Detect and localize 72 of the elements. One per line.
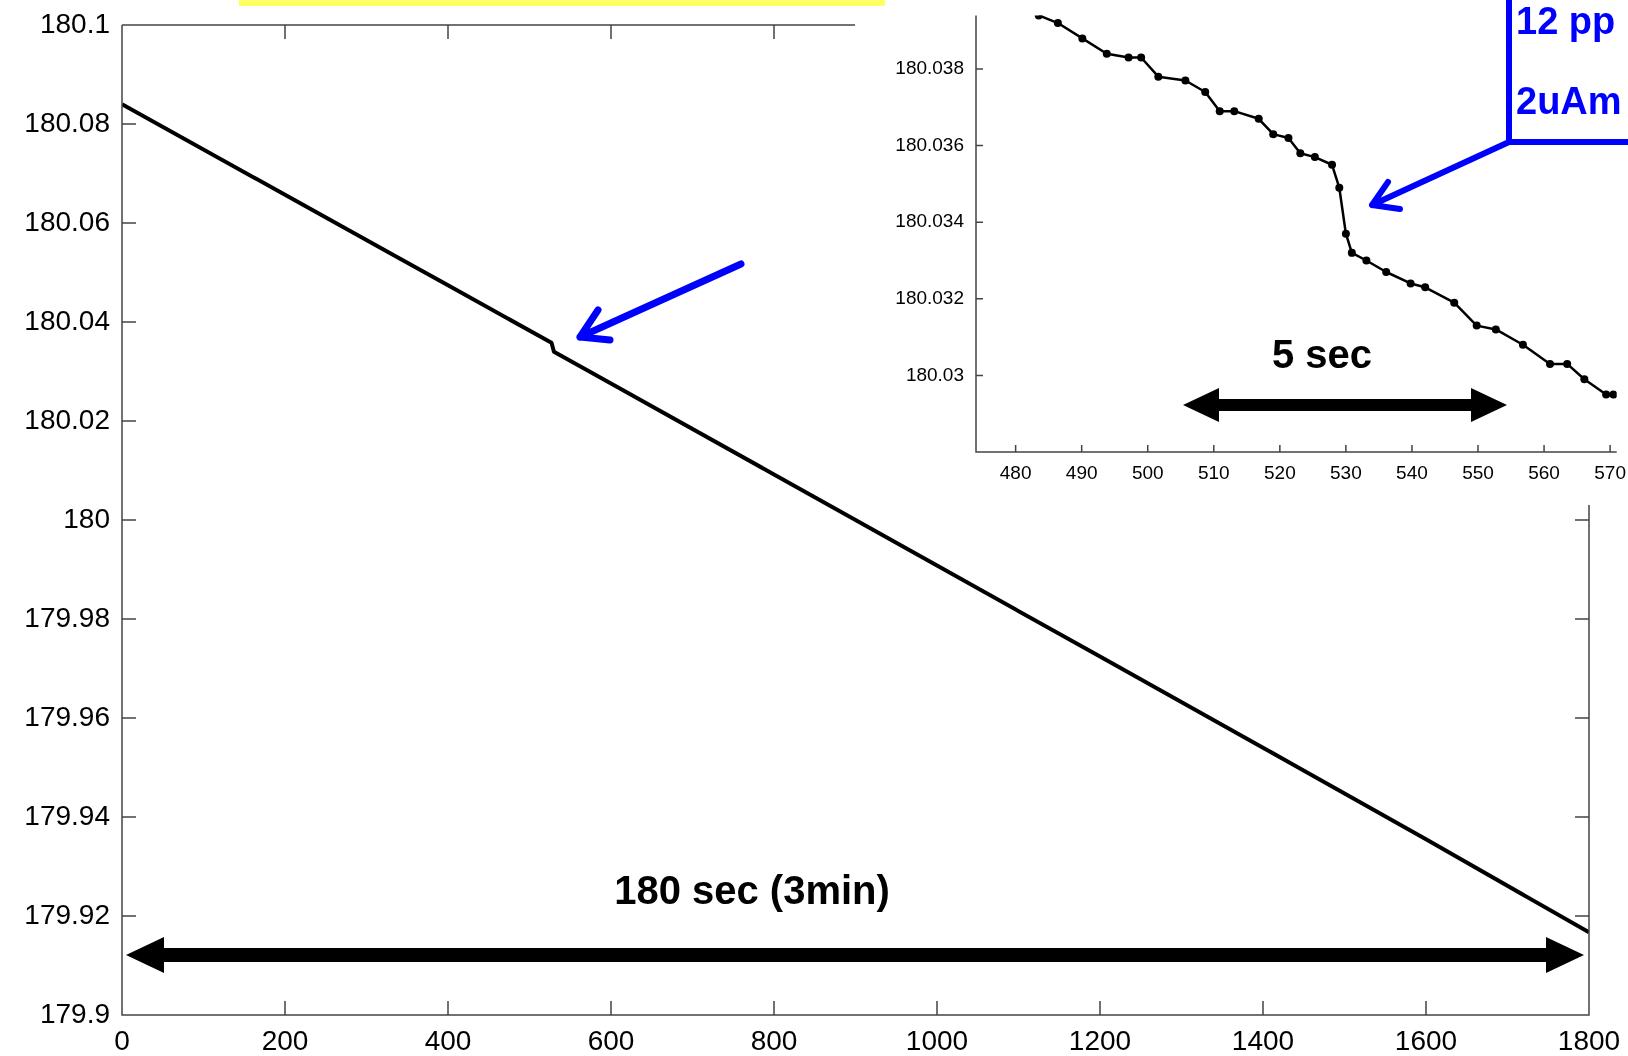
point: [1102, 49, 1111, 58]
point: [1269, 130, 1278, 139]
point: [1124, 53, 1133, 62]
x-tick-label: 1400: [1231, 1024, 1295, 1056]
point: [1518, 340, 1527, 349]
x-tick-label: 400: [424, 1024, 472, 1056]
annotation: 180 sec (3min): [614, 868, 890, 913]
point: [1406, 279, 1415, 288]
x-tick-label: 500: [1131, 461, 1164, 483]
x-tick-label: 200: [261, 1024, 309, 1056]
point: [1137, 53, 1146, 62]
point: [1053, 19, 1062, 28]
point: [1296, 149, 1305, 158]
x-tick-label: 800: [750, 1024, 798, 1056]
point: [1602, 390, 1611, 399]
x-tick-label: 560: [1528, 461, 1560, 483]
y-tick-label: 180.038: [895, 57, 964, 79]
x-tick-label: 1200: [1068, 1024, 1132, 1056]
point: [1362, 256, 1371, 265]
x-tick-label: 0: [114, 1024, 130, 1056]
point: [1254, 114, 1263, 123]
x-tick-label: 1800: [1557, 1024, 1621, 1056]
point: [1580, 375, 1589, 384]
point: [1328, 160, 1337, 169]
y-tick-label: 179.92: [24, 898, 110, 930]
point: [1215, 107, 1224, 116]
annotation: 5 sec: [1271, 332, 1373, 377]
x-tick-label: 480: [999, 461, 1032, 483]
y-tick-label: 180.034: [895, 210, 965, 232]
point: [1284, 133, 1293, 142]
point: [1609, 390, 1617, 399]
annotation: 12 pp: [1516, 0, 1616, 43]
point: [1154, 72, 1163, 81]
point: [1230, 107, 1239, 116]
y-tick-label: 180.04: [24, 304, 110, 336]
annotation: 2uAm: [1516, 80, 1622, 123]
point: [1382, 268, 1391, 276]
point: [1335, 183, 1344, 192]
point: [1347, 248, 1356, 257]
y-tick-label: 180.02: [24, 403, 110, 435]
y-tick-label: 180: [63, 502, 110, 534]
point: [1491, 325, 1500, 334]
x-tick-label: 530: [1330, 461, 1362, 483]
x-tick-label: 570: [1594, 461, 1626, 483]
x-tick-label: 600: [587, 1024, 635, 1056]
y-tick-label: 180.036: [895, 133, 964, 155]
point: [1341, 229, 1350, 238]
point: [1546, 359, 1554, 368]
point: [1181, 76, 1190, 85]
point: [1472, 321, 1481, 330]
point: [1310, 153, 1319, 162]
point: [1078, 34, 1087, 43]
y-tick-label: 179.9: [39, 997, 110, 1029]
y-tick-label: 180.08: [24, 106, 110, 138]
y-tick-label: 180.1: [39, 7, 110, 39]
y-tick-label: 179.94: [24, 799, 110, 831]
y-tick-label: 179.96: [24, 700, 110, 732]
x-tick-label: 540: [1396, 461, 1428, 483]
point: [1421, 283, 1430, 292]
y-tick-label: 180.03: [905, 363, 964, 385]
point: [1201, 88, 1210, 96]
x-tick-label: 1000: [905, 1024, 969, 1056]
y-tick-label: 179.98: [24, 601, 110, 633]
point: [1450, 298, 1459, 307]
y-tick-label: 180.032: [895, 287, 964, 309]
point: [1563, 359, 1572, 368]
y-tick-label: 180.06: [24, 205, 110, 237]
x-tick-label: 490: [1065, 461, 1098, 483]
x-tick-label: 510: [1197, 461, 1230, 483]
x-tick-label: 520: [1263, 461, 1296, 483]
x-tick-label: 1600: [1394, 1024, 1458, 1056]
x-tick-label: 550: [1462, 461, 1494, 483]
